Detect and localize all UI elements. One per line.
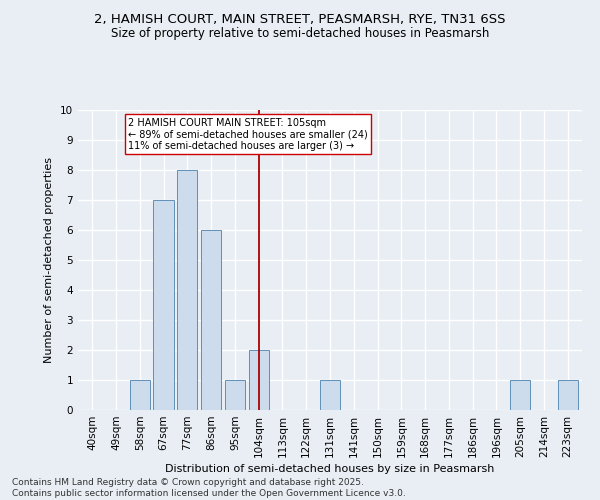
Text: 2 HAMISH COURT MAIN STREET: 105sqm
← 89% of semi-detached houses are smaller (24: 2 HAMISH COURT MAIN STREET: 105sqm ← 89%… bbox=[128, 118, 368, 150]
Text: 2, HAMISH COURT, MAIN STREET, PEASMARSH, RYE, TN31 6SS: 2, HAMISH COURT, MAIN STREET, PEASMARSH,… bbox=[94, 12, 506, 26]
Bar bbox=[225, 380, 245, 410]
Text: Contains HM Land Registry data © Crown copyright and database right 2025.
Contai: Contains HM Land Registry data © Crown c… bbox=[12, 478, 406, 498]
Bar bbox=[557, 380, 578, 410]
Bar bbox=[130, 380, 150, 410]
Bar bbox=[320, 380, 340, 410]
Bar bbox=[154, 200, 173, 410]
Bar bbox=[201, 230, 221, 410]
X-axis label: Distribution of semi-detached houses by size in Peasmarsh: Distribution of semi-detached houses by … bbox=[166, 464, 494, 474]
Text: Size of property relative to semi-detached houses in Peasmarsh: Size of property relative to semi-detach… bbox=[111, 28, 489, 40]
Y-axis label: Number of semi-detached properties: Number of semi-detached properties bbox=[44, 157, 55, 363]
Bar bbox=[248, 350, 269, 410]
Bar bbox=[510, 380, 530, 410]
Bar bbox=[177, 170, 197, 410]
